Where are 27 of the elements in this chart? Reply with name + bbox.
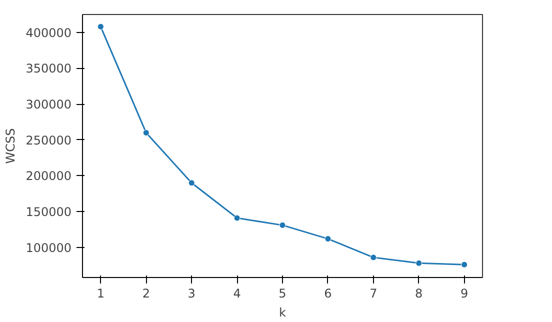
y-tick-label: 400000 bbox=[26, 26, 72, 40]
y-tick-label: 300000 bbox=[26, 98, 72, 112]
point bbox=[234, 214, 240, 222]
point bbox=[97, 23, 104, 30]
x-tick-label: 4 bbox=[233, 286, 241, 300]
y-tick-label: 200000 bbox=[26, 169, 72, 184]
y-tick-label: 150000 bbox=[26, 205, 72, 220]
point bbox=[370, 254, 377, 261]
x-tick-label: 7 bbox=[370, 286, 378, 300]
x-tick-label: 6 bbox=[324, 286, 332, 300]
point bbox=[461, 261, 468, 268]
y-tick-label: 100000 bbox=[26, 240, 72, 255]
point bbox=[416, 260, 422, 266]
x-tick-label: 1 bbox=[96, 286, 105, 300]
y-tick-label: 250000 bbox=[26, 133, 72, 148]
x-axis-title: k bbox=[279, 306, 286, 320]
x-tick-label: 9 bbox=[460, 286, 468, 300]
y-axis-title: WCSS bbox=[4, 128, 18, 164]
x-tick-label: 3 bbox=[188, 286, 196, 300]
y-tick-label: 350000 bbox=[26, 62, 72, 76]
x-tick-label: 8 bbox=[415, 286, 423, 300]
x-tick-label: 5 bbox=[278, 286, 286, 300]
point bbox=[188, 180, 195, 186]
point bbox=[324, 236, 332, 242]
x-tick-label: 2 bbox=[142, 286, 150, 300]
point bbox=[279, 222, 286, 228]
point bbox=[142, 130, 150, 136]
